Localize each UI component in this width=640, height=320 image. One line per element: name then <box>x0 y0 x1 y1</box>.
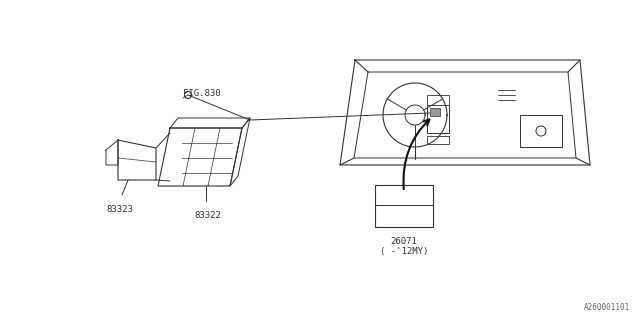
Bar <box>427 105 449 133</box>
Bar <box>430 108 440 116</box>
Text: 83322: 83322 <box>195 211 221 220</box>
Bar <box>427 95 449 105</box>
Bar <box>520 115 562 147</box>
Text: FIG.830: FIG.830 <box>183 89 221 98</box>
Text: 26071: 26071 <box>390 237 417 246</box>
Circle shape <box>536 126 546 136</box>
Bar <box>427 136 449 144</box>
Text: ( -'12MY): ( -'12MY) <box>380 247 428 256</box>
Text: 83323: 83323 <box>107 205 133 214</box>
Circle shape <box>184 92 191 99</box>
Bar <box>375 185 433 227</box>
Text: A260001101: A260001101 <box>584 303 630 312</box>
